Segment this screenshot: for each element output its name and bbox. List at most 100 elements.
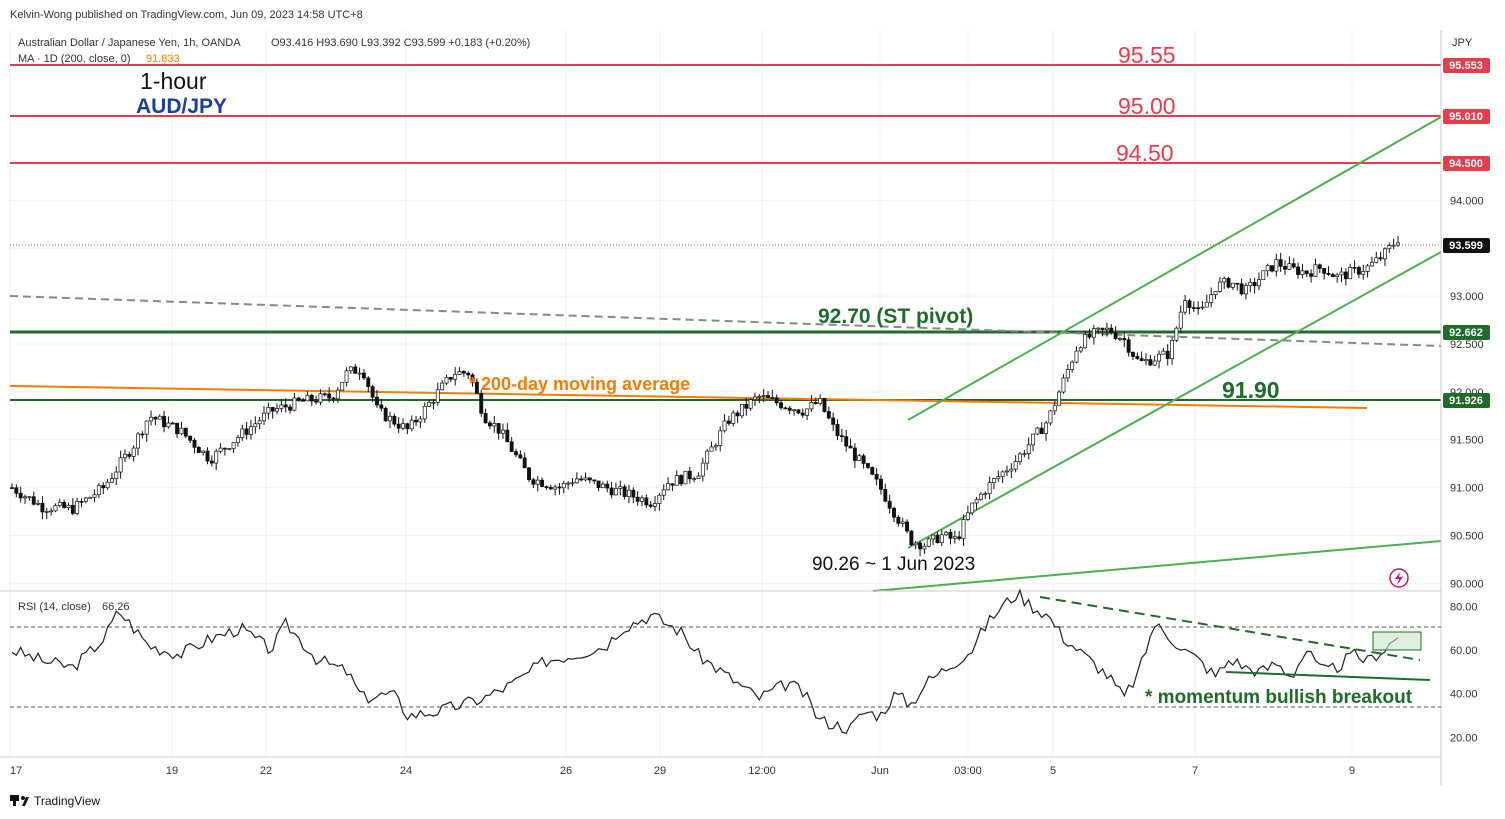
candle-body	[335, 389, 340, 400]
candle-body	[392, 415, 397, 425]
candle-body	[205, 450, 210, 462]
candle-body	[353, 366, 358, 374]
candle-body	[553, 486, 558, 490]
candle-body	[1026, 444, 1031, 455]
candle-body	[88, 496, 93, 499]
candle-body	[1213, 291, 1218, 296]
candle-body	[249, 426, 253, 435]
dashed-trendline	[9, 295, 1442, 347]
candle-body	[587, 477, 592, 481]
candle-body	[1343, 271, 1348, 280]
candle-body	[1278, 259, 1283, 267]
candle-body	[448, 376, 453, 380]
candle-body	[818, 398, 823, 404]
candle-body	[952, 536, 957, 539]
candle-body	[1109, 327, 1114, 334]
candle-body	[709, 446, 714, 452]
candle-body	[131, 447, 136, 457]
candle-body	[879, 478, 883, 490]
candle-body	[757, 395, 762, 398]
candle-body	[288, 406, 293, 411]
candle-body	[570, 482, 575, 485]
candle-body	[136, 433, 140, 449]
candle-body	[479, 393, 484, 414]
rsi-label: RSI (14, close)	[18, 601, 91, 613]
candle-body	[466, 372, 471, 376]
candle-body	[835, 424, 840, 437]
candle-body	[1304, 270, 1309, 275]
time-tick-label: 24	[400, 765, 412, 777]
candle-body	[792, 409, 797, 412]
candle-body	[805, 408, 810, 416]
candle-body	[844, 436, 849, 447]
candle-body	[453, 374, 458, 380]
candle-body	[149, 416, 153, 422]
candle-body	[887, 500, 892, 509]
candle-body	[561, 483, 566, 489]
rsi-tick-label: 40.00	[1450, 689, 1478, 701]
candle-body	[1239, 283, 1244, 295]
candle-body	[1170, 339, 1175, 360]
candle-body	[787, 407, 792, 411]
candle-body	[388, 415, 392, 422]
candle-body	[761, 395, 766, 397]
candle-body	[692, 478, 697, 480]
candle-body	[431, 401, 436, 404]
footer-brand: TradingView	[34, 794, 100, 808]
candle-body	[653, 503, 657, 507]
candle-body	[926, 538, 931, 547]
candle-body	[201, 450, 206, 453]
candle-body	[574, 478, 579, 484]
candle-body	[487, 422, 492, 427]
candle-body	[735, 412, 740, 417]
candle-body	[900, 521, 905, 524]
candle-body	[1261, 270, 1266, 281]
candle-body	[1096, 327, 1101, 330]
time-tick-label: 29	[654, 765, 666, 777]
candle-body	[340, 381, 345, 391]
candle-body	[179, 427, 184, 435]
candle-body	[935, 534, 940, 544]
ma-200-line	[9, 385, 1368, 409]
candle-body	[831, 417, 836, 425]
time-tick-label: Jun	[871, 765, 889, 777]
candle-body	[1317, 264, 1322, 269]
candle-body	[309, 394, 314, 402]
candle-body	[661, 489, 666, 496]
price-tick-label: 91.500	[1450, 435, 1484, 447]
candle-body	[257, 420, 262, 425]
candle-body	[23, 496, 27, 499]
price-tick-label: 94.000	[1450, 195, 1484, 207]
candle-body	[753, 396, 757, 401]
candle-body	[1274, 259, 1279, 272]
candle-body	[1061, 377, 1066, 393]
candle-body	[170, 422, 175, 425]
candle-body	[440, 382, 445, 391]
candle-body	[401, 423, 405, 429]
candle-body	[214, 450, 219, 464]
flash-icon[interactable]	[1389, 568, 1409, 588]
candle-body	[983, 493, 988, 496]
resistance-label-94-50: 94.50	[1116, 140, 1174, 166]
candle-body	[144, 420, 149, 435]
candle-body	[105, 481, 110, 489]
candle-body	[1270, 265, 1274, 272]
rsi-line	[11, 588, 1399, 735]
candle-body	[331, 397, 336, 400]
rsi-tick-label: 80.00	[1450, 601, 1478, 613]
candle-body	[1335, 274, 1340, 278]
channel-lower-line	[907, 251, 1442, 549]
candle-body	[1100, 327, 1105, 330]
candle-body	[783, 407, 788, 410]
candle-body	[518, 454, 523, 459]
candle-body	[939, 534, 944, 544]
grid-lines	[9, 30, 1441, 757]
candle-body	[713, 445, 718, 448]
candle-body	[79, 500, 84, 503]
candle-body	[635, 496, 640, 502]
candle-body	[166, 422, 171, 428]
candle-body	[861, 455, 866, 464]
price-label-92662-text: 92.662	[1449, 327, 1483, 339]
candle-body	[231, 442, 236, 449]
candle-body	[492, 423, 497, 427]
